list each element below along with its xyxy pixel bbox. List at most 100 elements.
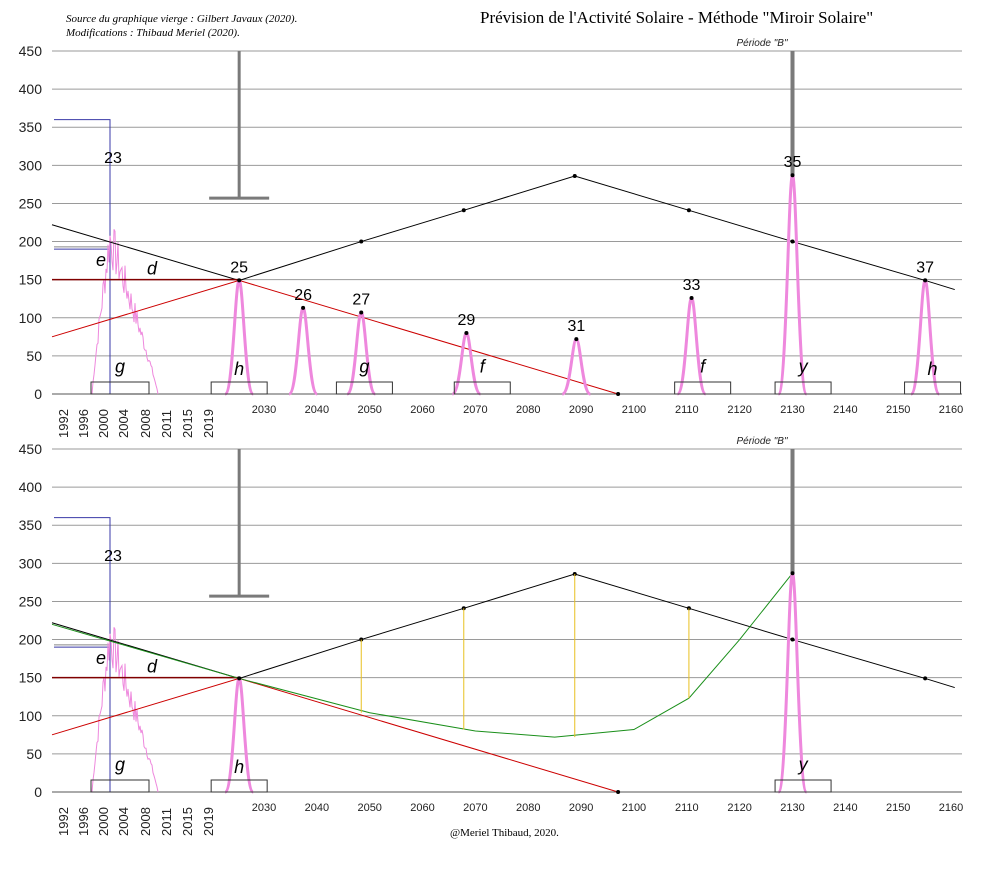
letter-box <box>774 381 832 395</box>
trend-line-black <box>51 175 955 291</box>
x-tick-label-rotated: 2019 <box>201 807 216 836</box>
cycle-label: 37 <box>916 259 934 276</box>
cycle-peak-point <box>689 295 694 300</box>
chart-panel-1: 0 50 100 150 200 250 300 350 400 450 1992 1996 2000 2… <box>19 38 964 438</box>
letter-box <box>453 381 511 395</box>
letter-label: e <box>96 250 106 270</box>
trend-end-point <box>616 790 621 794</box>
period-label: Période "B" <box>736 38 787 49</box>
x-tick-label-rotated: 2004 <box>116 807 131 836</box>
cycle-peak-point <box>923 278 928 283</box>
cycle-label: 25 <box>230 259 248 276</box>
letter-label: g <box>359 357 369 377</box>
blue-marker <box>54 119 111 394</box>
trend-point <box>686 208 691 213</box>
page-title: Prévision de l'Activité Solaire - Méthod… <box>480 8 874 27</box>
x-tick-label: 2150 <box>886 404 910 416</box>
x-tick-label: 2050 <box>357 802 381 814</box>
x-tick-label: 2110 <box>675 404 699 416</box>
x-tick-label-rotated: 2011 <box>159 410 174 438</box>
letter-box <box>335 381 393 395</box>
x-tick-label: 2030 <box>252 404 276 416</box>
source-line-2: Modifications : Thibaud Meriel (2020). <box>66 27 240 39</box>
footer-credit: @Meriel Thibaud, 2020. <box>450 827 559 839</box>
x-tick-label-rotated: 2000 <box>96 807 111 836</box>
y-tick-label: 50 <box>26 746 42 762</box>
letter-label: e <box>96 648 106 668</box>
cycle-peak-point <box>790 173 795 178</box>
y-tick-label: 300 <box>19 555 43 571</box>
x-tick-label: 2050 <box>357 404 381 416</box>
cycle-label: 26 <box>294 287 312 304</box>
y-tick-label: 100 <box>19 708 43 724</box>
letter-label: g <box>115 357 125 377</box>
cycle-peak-point <box>359 310 364 315</box>
cycle-label: 27 <box>352 291 370 308</box>
cycle-label: 23 <box>104 548 122 565</box>
x-tick-label: 2150 <box>886 802 910 814</box>
letter-box <box>774 779 832 793</box>
period-label: Période "B" <box>736 436 787 447</box>
letter-label: f <box>480 357 487 377</box>
chart-panel-2: 0 50 100 150 200 250 300 350 400 450 1992 1996 2000 2… <box>19 436 964 836</box>
x-tick-label-rotated: 1992 <box>56 807 71 836</box>
trend-point <box>359 239 364 244</box>
x-tick-label: 2060 <box>410 404 434 416</box>
y-tick-label: 150 <box>19 272 43 288</box>
trend-point <box>790 239 795 244</box>
x-tick-label: 2140 <box>833 802 857 814</box>
x-tick-label: 2030 <box>252 802 276 814</box>
letter-label: y <box>797 755 809 775</box>
x-tick-label: 2160 <box>939 802 963 814</box>
x-tick-label-rotated: 2000 <box>96 409 111 438</box>
source-line-1: Source du graphique vierge : Gilbert Jav… <box>66 13 298 25</box>
letter-label: g <box>115 755 125 775</box>
x-tick-label: 2070 <box>463 404 487 416</box>
trend-line-black <box>51 573 955 689</box>
x-tick-label-rotated: 1992 <box>56 409 71 438</box>
cycle-peak-point <box>301 305 306 310</box>
letter-box <box>674 381 732 395</box>
cycle-23-data <box>91 229 159 395</box>
trend-line-red <box>51 279 619 395</box>
y-tick-label: 250 <box>19 593 43 609</box>
x-tick-label-rotated: 2015 <box>180 409 195 438</box>
x-tick-label-rotated: 2011 <box>159 808 174 836</box>
y-tick-label: 450 <box>19 43 43 59</box>
letter-box <box>904 381 962 395</box>
x-tick-label: 2120 <box>727 802 751 814</box>
letter-box <box>210 381 268 395</box>
cycle-peak-point <box>574 337 579 342</box>
y-tick-label: 200 <box>19 234 43 250</box>
trend-end-point <box>616 392 621 396</box>
trend-point <box>790 637 795 642</box>
x-tick-label: 2040 <box>305 802 329 814</box>
cycle-26-curve <box>287 306 319 396</box>
cycle-label: 33 <box>683 277 701 294</box>
y-tick-label: 400 <box>19 81 43 97</box>
y-tick-label: 350 <box>19 517 43 533</box>
cycle-29-curve <box>450 331 482 396</box>
letter-box <box>210 779 268 793</box>
x-tick-label: 2130 <box>780 802 804 814</box>
x-tick-label-rotated: 1996 <box>76 409 91 438</box>
x-tick-label-rotated: 2008 <box>138 409 153 438</box>
letter-box <box>90 779 150 793</box>
cycle-label: 23 <box>104 150 122 167</box>
y-tick-label: 450 <box>19 441 43 457</box>
x-tick-label: 2080 <box>516 802 540 814</box>
source-note: Source du graphique vierge : Gilbert Jav… <box>66 12 297 40</box>
x-tick-label: 2110 <box>675 802 699 814</box>
cycle-23-data <box>91 627 159 793</box>
trend-point <box>923 676 928 681</box>
letter-label: h <box>234 359 244 379</box>
y-tick-label: 200 <box>19 632 43 648</box>
cycle-peak-point <box>790 571 795 576</box>
letter-label: f <box>700 357 707 377</box>
y-tick-label: 100 <box>19 310 43 326</box>
x-tick-label: 2160 <box>939 404 963 416</box>
x-tick-label: 2100 <box>622 404 646 416</box>
x-tick-label: 2060 <box>410 802 434 814</box>
cycle-33-curve <box>676 296 708 396</box>
